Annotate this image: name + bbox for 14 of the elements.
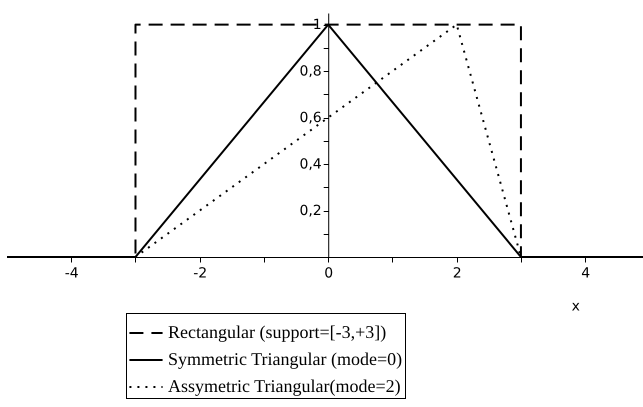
legend-label: Symmetric Triangular (mode=0) — [168, 349, 402, 369]
y-tick-label: 0,2 — [299, 203, 322, 220]
x-tick-label: 4 — [581, 266, 590, 282]
x-tick-label: -4 — [64, 266, 79, 282]
x-axis-title: x — [572, 298, 580, 314]
x-tick-label: -2 — [193, 266, 208, 282]
legend-label: Assymetric Triangular(mode=2) — [168, 376, 401, 396]
y-tick-label: 1 — [312, 17, 322, 34]
y-tick-label: 0,4 — [299, 156, 322, 173]
legend-label: Rectangular (support=[-3,+3]) — [168, 322, 386, 342]
y-tick-label: 0,8 — [299, 64, 322, 80]
x-tick-label: 2 — [452, 266, 462, 282]
x-tick-label: 0 — [324, 266, 334, 282]
y-tick-label: 0,6 — [299, 110, 322, 126]
